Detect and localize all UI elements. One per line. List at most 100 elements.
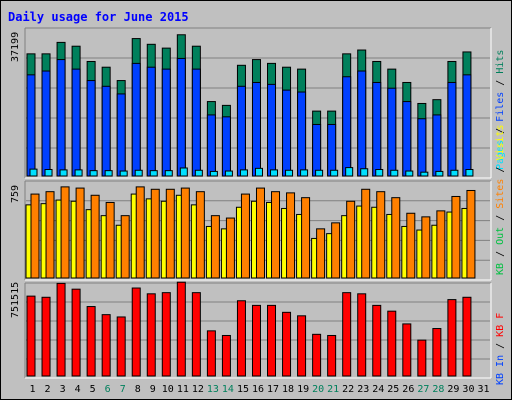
kb-bar [251,304,261,377]
sites-bar [376,191,386,279]
panel-hits-legend: Pages / Files / Hits [495,50,506,170]
panel-visits-legend-entry: KB [495,263,506,275]
files-bar [161,68,171,177]
day-label: 19 [297,384,309,395]
panel-visits-legend-entry: Out [495,227,506,245]
kb-bar [131,287,141,377]
files-bar [267,83,277,177]
files-bar [297,91,307,177]
day-label: 16 [252,384,264,395]
panel-hits-legend-entry: Pages [495,140,506,170]
sites-bar [466,189,476,279]
kb-bar [312,333,322,377]
files-bar [146,66,156,177]
panel-hits-legend-separator: / [495,122,506,140]
kb-bar [447,299,457,377]
day-label: 28 [432,384,444,395]
kb-bar [86,306,96,377]
panel-hits-legend-entry: Files [495,92,506,122]
day-label: 20 [312,384,324,395]
panel-kb-legend-separator: / [495,337,506,355]
day-label: 6 [105,384,111,395]
kb-bar [267,304,277,377]
day-label: 1 [30,384,36,395]
day-label: 29 [447,384,459,395]
kb-bar [236,300,246,377]
kb-bar [56,282,66,377]
panel-hits-max-label: 37199 [10,32,21,62]
day-label: 7 [120,384,126,395]
sites-bar [316,228,326,279]
files-bar [432,114,442,177]
pages-bar [330,169,339,177]
kb-bar [146,293,156,377]
files-bar [176,57,186,177]
pages-bar [194,169,203,177]
pages-bar [254,167,263,177]
sites-bar [135,186,145,279]
kb-bar [297,315,307,377]
sites-bar [30,193,40,279]
day-label: 14 [222,384,234,395]
pages-bar [270,169,279,177]
files-bar [236,85,246,177]
files-bar [357,70,367,177]
day-label: 13 [207,384,219,395]
kb-bar [342,292,352,377]
pages-bar [390,169,399,177]
files-bar [327,123,337,177]
files-bar [462,74,472,177]
pages-bar [360,168,369,177]
files-bar [312,123,322,177]
kb-bar [176,281,186,377]
pages-bar [300,169,309,177]
pages-bar [59,169,68,177]
pages-bar [134,169,143,177]
panel-hits-legend-entry: Hits [495,50,506,74]
kb-bar [402,323,412,377]
sites-bar [406,212,416,279]
day-label: 25 [387,384,399,395]
pages-bar [285,169,294,177]
sites-bar [90,194,100,279]
files-bar [56,59,66,177]
kb-bar [327,334,337,377]
day-label: 23 [357,384,369,395]
day-label: 18 [282,384,294,395]
files-bar [101,85,111,177]
day-label: 9 [150,384,156,395]
panel-visits-legend-entry: Visits [495,124,506,160]
files-bar [26,74,36,177]
pages-bar [164,170,173,177]
kb-bar [101,314,111,377]
day-label: 15 [237,384,249,395]
files-bar [206,114,216,177]
files-bar [221,116,231,177]
pages-bar [224,170,233,177]
pages-bar [420,171,429,177]
chart-title: Daily usage for June 2015 [8,10,189,24]
day-label: 24 [372,384,384,395]
pages-bar [239,169,248,177]
sites-bar [60,186,70,279]
pages-bar [179,167,188,177]
panel-kb-max-label: 751515 [10,282,21,318]
day-label: 22 [342,384,354,395]
sites-bar [451,195,461,279]
pages-bar [315,169,324,177]
files-bar [71,68,81,177]
pages-bar [89,170,98,177]
sites-bar [421,216,431,279]
sites-bar [331,222,341,279]
files-bar [372,81,382,177]
files-bar [86,80,96,177]
day-label: 3 [60,384,66,395]
panel-visits-max-label: 759 [10,185,21,203]
files-bar [342,76,352,177]
kb-bar [206,330,216,377]
day-label: 4 [75,384,81,395]
files-bar [402,101,412,177]
files-bar [417,118,427,177]
day-label: 27 [417,384,429,395]
day-label: 2 [45,384,51,395]
